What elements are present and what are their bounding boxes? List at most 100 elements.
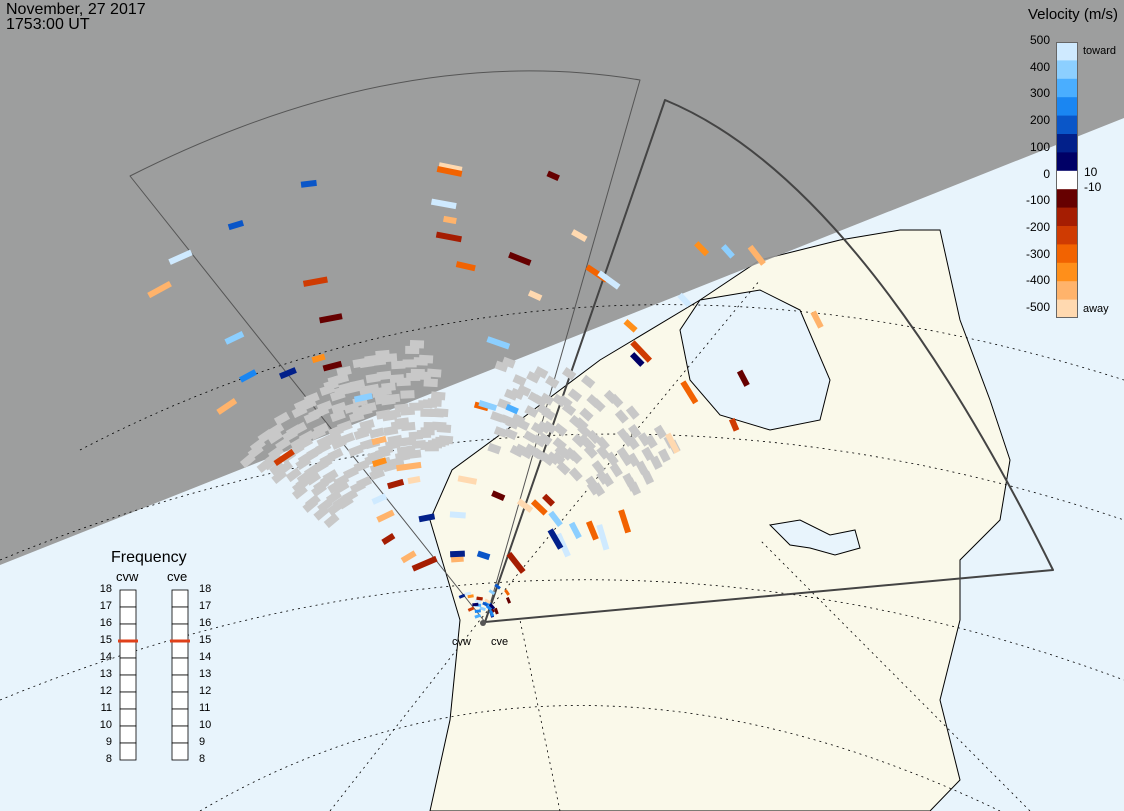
map-time: 1753:00 UT <box>6 16 90 33</box>
radar-cell <box>487 442 502 455</box>
radar-cell <box>457 475 478 485</box>
radar-cell <box>623 319 638 333</box>
fov-cve <box>484 99 1054 623</box>
radar-cell <box>387 434 403 446</box>
radar-cell <box>637 432 652 447</box>
radar-cell <box>351 405 368 418</box>
radar-cell <box>524 443 539 457</box>
frequency-cell <box>171 657 189 676</box>
radar-cell <box>653 424 667 440</box>
radar-cell <box>596 524 610 551</box>
radar-cell <box>411 439 427 449</box>
frequency-cell <box>171 742 189 761</box>
radar-cell <box>436 166 463 177</box>
radar-cell <box>536 403 551 417</box>
radar-cell <box>585 520 599 541</box>
radar-cell <box>359 438 376 451</box>
radar-cell <box>295 455 312 471</box>
radar-cell <box>546 170 560 181</box>
frequency-tick-right: 12 <box>199 685 212 697</box>
radar-cell <box>369 468 386 481</box>
radar-cell <box>516 498 534 513</box>
radar-cell <box>449 511 466 519</box>
frequency-cell <box>171 708 189 727</box>
radar-cell <box>323 512 340 529</box>
radar-cell <box>547 528 564 550</box>
radar-cell <box>374 394 390 405</box>
radar-cell <box>747 244 766 266</box>
frequency-tick-right: 17 <box>199 600 212 612</box>
radar-cell <box>486 336 511 350</box>
radar-cell <box>365 373 381 384</box>
radar-cell <box>300 179 317 188</box>
radar-cell <box>435 231 462 243</box>
frequency-cell <box>171 623 189 642</box>
radar-cell <box>269 460 286 476</box>
radar-cell <box>353 392 373 403</box>
frequency-tick-left: 11 <box>100 702 112 714</box>
velocity-tick-label: 0 <box>1043 166 1050 181</box>
fov-cvw <box>129 70 641 623</box>
radar-cell <box>552 437 567 451</box>
radar-cell <box>327 424 344 438</box>
velocity-tick-label: -100 <box>1025 193 1050 208</box>
radar-cell <box>400 550 417 564</box>
radar-cell <box>383 425 399 436</box>
radar-cell <box>561 367 577 381</box>
radar-cell <box>545 375 560 389</box>
radar-cell <box>291 478 308 494</box>
radar-cell <box>290 436 307 451</box>
frequency-cell <box>171 589 189 608</box>
radar-cell <box>488 603 496 610</box>
velocity-color-swatch <box>1056 60 1078 80</box>
velocity-colorbar <box>1056 42 1078 318</box>
radar-cell <box>736 369 750 387</box>
radar-cell <box>329 389 346 402</box>
radar-cell <box>408 431 424 441</box>
velocity-tick-label: 500 <box>1029 33 1050 47</box>
radar-cell <box>478 399 498 412</box>
radar-cell <box>625 405 640 420</box>
radar-cell <box>316 434 333 448</box>
velocity-tick-label: -500 <box>1025 300 1050 314</box>
radar-cell <box>536 420 552 434</box>
radar-cell <box>694 241 710 257</box>
radar-cell <box>311 482 328 497</box>
frequency-cell <box>119 742 137 761</box>
radar-cell <box>303 410 320 424</box>
radar-cell <box>227 220 245 231</box>
radar-cell <box>303 392 320 405</box>
radar-cell <box>494 583 501 590</box>
radar-cell <box>526 370 541 384</box>
radar-cell <box>635 460 649 475</box>
radar-cell <box>271 469 288 485</box>
radar-cell <box>530 499 548 516</box>
frequency-cell <box>171 691 189 710</box>
radar-cell <box>567 388 583 403</box>
radar-cell <box>391 360 406 370</box>
radar-cell <box>353 459 370 473</box>
radar-cell <box>605 451 619 466</box>
radar-cell <box>394 451 411 462</box>
radar-cell <box>325 489 342 505</box>
radar-cell <box>488 589 496 595</box>
radar-cell <box>302 276 328 287</box>
radar-cell <box>247 444 264 459</box>
radar-cell <box>626 452 641 468</box>
radar-cell <box>268 422 285 437</box>
frequency-cell <box>171 674 189 693</box>
radar-cell <box>641 446 655 462</box>
radar-cell <box>387 478 405 490</box>
radar-cell <box>509 444 525 458</box>
radar-cell <box>556 461 571 476</box>
radar-cell <box>474 613 482 619</box>
radar-cell <box>406 449 422 460</box>
velocity-inner-label-pos: 10 <box>1084 165 1098 179</box>
frequency-tick-left: 13 <box>99 668 112 680</box>
radar-cell <box>552 393 567 408</box>
radar-cell <box>371 457 387 468</box>
radar-cell <box>539 392 555 406</box>
radar-cell <box>147 281 172 299</box>
radar-cell <box>293 398 310 412</box>
